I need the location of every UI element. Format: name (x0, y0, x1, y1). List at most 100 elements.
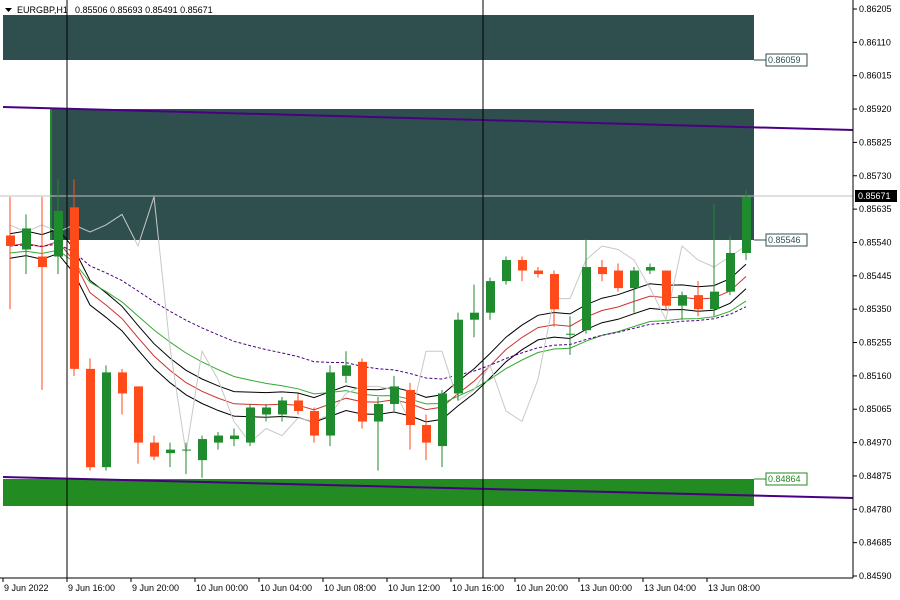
price-tick-label: 0.85445 (859, 271, 892, 281)
candle[interactable] (294, 393, 303, 415)
mid-zone-value: 0.85546 (768, 235, 801, 245)
candle[interactable] (54, 179, 63, 275)
candle[interactable] (374, 396, 383, 471)
time-tick-label: 10 Jun 16:00 (452, 583, 504, 593)
price-tick-label: 0.85255 (859, 338, 892, 348)
candle[interactable] (214, 432, 223, 450)
candle[interactable] (70, 179, 79, 376)
ema-dotted (9, 243, 747, 380)
candle-body (598, 267, 607, 275)
candle[interactable] (582, 238, 591, 334)
candle-body (678, 295, 687, 306)
level-tags: 0.86059 0.85546 0.84864 (754, 53, 808, 486)
candle-body (454, 319, 463, 394)
candle-body (262, 407, 271, 415)
price-axis[interactable]: 0.86205 0.86110 0.86015 0.85920 0.85825 0.857… (853, 4, 892, 581)
candle[interactable] (406, 382, 415, 450)
time-axis[interactable]: 9 Jun 2022 9 Jun 16:00 9 Jun 20:00 10 Jun 0… (2, 578, 760, 593)
price-tick-label: 0.85160 (859, 371, 892, 381)
candle[interactable] (678, 291, 687, 320)
candle[interactable] (422, 414, 431, 461)
candle[interactable] (118, 368, 127, 415)
price-tick-label: 0.84875 (859, 471, 892, 481)
price-tick-label: 0.85730 (859, 171, 892, 181)
candle[interactable] (310, 407, 319, 443)
candle-body (38, 256, 47, 268)
lower-zone-tag (765, 472, 808, 486)
candle[interactable] (22, 214, 31, 275)
candle[interactable] (534, 267, 543, 278)
candle[interactable] (102, 365, 111, 471)
candle[interactable] (646, 263, 655, 275)
mid-supply-zone[interactable] (50, 109, 754, 240)
candle-body (342, 365, 351, 376)
ohlc-values: 0.85506 0.85693 0.85491 0.85671 (75, 5, 213, 15)
candle[interactable] (230, 428, 239, 447)
candle-body (214, 435, 223, 443)
candle[interactable] (566, 316, 575, 355)
candle-body (310, 410, 319, 436)
candle[interactable] (134, 386, 143, 464)
price-tick-label: 0.84590 (859, 571, 892, 581)
candle-body (662, 270, 671, 306)
candle-body (102, 372, 111, 468)
candle-body (86, 368, 95, 468)
candle-body (390, 386, 399, 404)
time-tick-label: 9 Jun 2022 (4, 583, 49, 593)
lower-zone-value: 0.84864 (768, 474, 801, 484)
candle-body (710, 291, 719, 310)
candle-body (150, 442, 159, 457)
candle[interactable] (598, 260, 607, 282)
candle[interactable] (390, 375, 399, 411)
candle-body (486, 281, 495, 313)
upper-trendline[interactable] (2, 106, 854, 131)
candle-body (534, 270, 543, 275)
candle[interactable] (198, 435, 207, 478)
candle[interactable] (38, 196, 47, 390)
candle-body (70, 207, 79, 369)
candle[interactable] (150, 435, 159, 461)
candle[interactable] (166, 442, 175, 468)
candle[interactable] (726, 235, 735, 296)
time-tick-label: 10 Jun 00:00 (196, 583, 248, 593)
candle-body (646, 267, 655, 271)
candle[interactable] (470, 284, 479, 338)
price-tick-label: 0.85825 (859, 137, 892, 147)
candle-body (694, 295, 703, 310)
upper-supply-zone[interactable] (3, 15, 754, 60)
candle-body (742, 196, 751, 254)
candle[interactable] (182, 442, 191, 475)
lower-trendline[interactable] (2, 476, 854, 499)
candle[interactable] (262, 403, 271, 422)
candle[interactable] (614, 263, 623, 292)
candle[interactable] (6, 196, 15, 310)
candle[interactable] (630, 267, 639, 313)
price-tick-label: 0.85920 (859, 104, 892, 114)
candle-body (550, 274, 559, 310)
upper-zone-tag (765, 53, 808, 67)
candle[interactable] (710, 203, 719, 317)
candle-body (630, 270, 639, 289)
candle-body (182, 449, 191, 451)
candle[interactable] (278, 396, 287, 422)
price-tick-label: 0.84780 (859, 504, 892, 514)
candle[interactable] (518, 256, 527, 282)
candle[interactable] (342, 351, 351, 383)
candle[interactable] (742, 189, 751, 261)
candle[interactable] (358, 358, 367, 429)
candle[interactable] (502, 256, 511, 285)
candle[interactable] (486, 277, 495, 320)
candle[interactable] (86, 358, 95, 471)
candle[interactable] (454, 312, 463, 401)
candle[interactable] (550, 270, 559, 327)
time-tick-label: 10 Jun 20:00 (516, 583, 568, 593)
candle[interactable] (438, 389, 447, 468)
candle[interactable] (326, 365, 335, 447)
candle-body (614, 270, 623, 289)
candle[interactable] (662, 270, 671, 310)
candle-body (230, 435, 239, 440)
candle[interactable] (246, 403, 255, 447)
candle[interactable] (694, 281, 703, 317)
dropdown-arrow-icon[interactable] (5, 8, 12, 12)
